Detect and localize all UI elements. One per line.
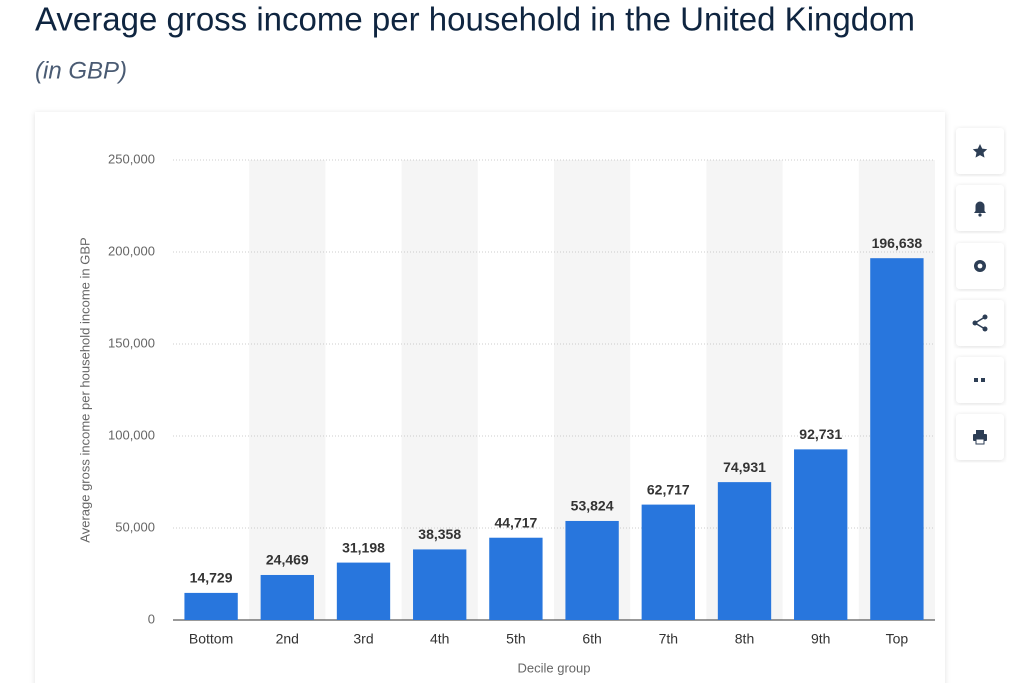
bar bbox=[260, 574, 314, 620]
cite-button[interactable] bbox=[956, 357, 1004, 403]
x-tick-label: 5th bbox=[506, 631, 525, 647]
y-tick-label: 50,000 bbox=[115, 519, 155, 534]
y-tick-label: 100,000 bbox=[108, 427, 155, 442]
x-tick-label: Top bbox=[886, 631, 909, 647]
value-label: 14,729 bbox=[190, 570, 233, 586]
bar bbox=[641, 504, 695, 620]
band-shade bbox=[401, 160, 478, 620]
bar bbox=[184, 592, 238, 620]
chart-title: Average gross income per household in th… bbox=[35, 1, 915, 38]
alert-button[interactable] bbox=[956, 185, 1004, 231]
value-label: 38,358 bbox=[418, 526, 461, 542]
bar bbox=[413, 549, 467, 620]
value-label: 31,198 bbox=[342, 539, 385, 555]
y-axis-label: Average gross income per household incom… bbox=[77, 237, 92, 542]
x-tick-label: Bottom bbox=[189, 631, 233, 647]
bar bbox=[336, 562, 391, 620]
value-label: 44,717 bbox=[494, 514, 537, 530]
bar bbox=[717, 482, 772, 620]
x-tick-label: 4th bbox=[430, 631, 449, 647]
share-button[interactable] bbox=[956, 300, 1004, 346]
x-axis-label: Decile group bbox=[518, 660, 591, 675]
x-tick-label: 3rd bbox=[353, 631, 373, 647]
x-tick-label: 2nd bbox=[276, 631, 299, 647]
bar bbox=[489, 537, 543, 620]
y-tick-label: 150,000 bbox=[108, 335, 155, 350]
favorite-button[interactable] bbox=[956, 128, 1004, 174]
value-label: 62,717 bbox=[647, 481, 690, 497]
value-label: 24,469 bbox=[266, 552, 309, 568]
y-tick-label: 0 bbox=[148, 611, 155, 626]
value-label: 74,931 bbox=[723, 459, 766, 475]
value-label: 196,638 bbox=[872, 235, 923, 251]
toolbar bbox=[956, 128, 1004, 460]
x-tick-label: 9th bbox=[811, 631, 830, 647]
settings-button[interactable] bbox=[956, 243, 1004, 289]
print-button[interactable] bbox=[956, 414, 1004, 460]
value-label: 53,824 bbox=[571, 498, 614, 514]
bar bbox=[870, 258, 924, 620]
value-label: 92,731 bbox=[799, 426, 842, 442]
bar bbox=[565, 520, 619, 620]
y-tick-label: 250,000 bbox=[108, 151, 155, 166]
x-tick-label: 6th bbox=[582, 631, 601, 647]
band-shade bbox=[249, 160, 326, 620]
x-tick-label: 7th bbox=[659, 631, 678, 647]
bar bbox=[794, 449, 848, 620]
y-tick-label: 200,000 bbox=[108, 243, 155, 258]
chart-subtitle: (in GBP) bbox=[35, 57, 127, 84]
x-tick-label: 8th bbox=[735, 631, 754, 647]
